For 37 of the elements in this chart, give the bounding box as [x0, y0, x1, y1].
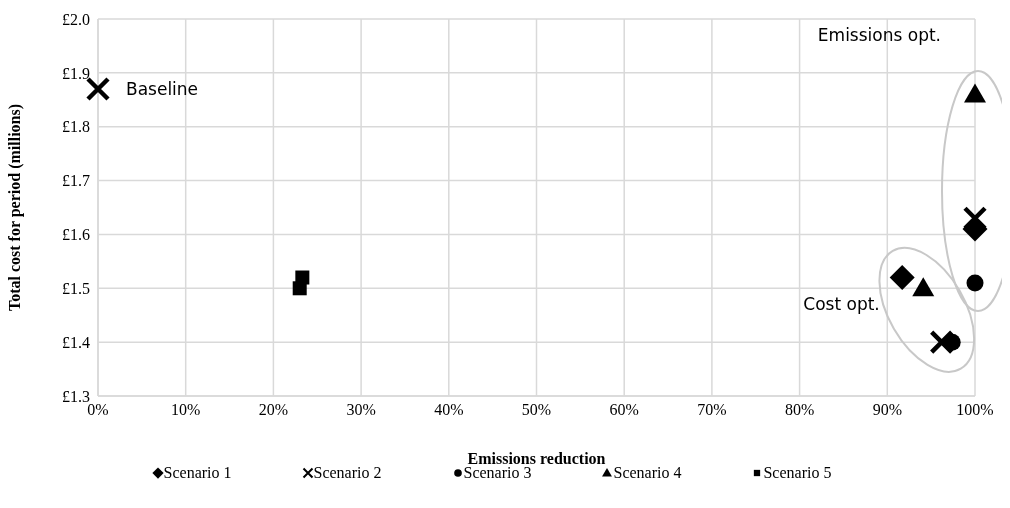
x-tick-label: 40%: [434, 401, 464, 419]
x-tick-label: 10%: [171, 401, 201, 419]
point: [929, 329, 954, 355]
x-tick-label: 60%: [609, 401, 639, 419]
x-tick-label: 0%: [87, 401, 109, 419]
annotation: Cost opt.: [803, 293, 880, 314]
point: [912, 277, 935, 297]
legend-label: Scenario 3: [463, 464, 532, 482]
x-tick-label: 70%: [697, 401, 727, 419]
legend-label: Scenario 4: [613, 464, 682, 482]
y-tick-label: £1.6: [62, 226, 90, 244]
x-tick-label: 100%: [956, 401, 994, 419]
x-tick-label: 90%: [872, 401, 902, 419]
legend-label: Scenario 2: [313, 464, 382, 482]
y-axis-title: Total cost for period (millions): [5, 103, 24, 312]
y-tick-label: £1.4: [62, 333, 90, 351]
point: [962, 206, 988, 231]
y-tick-label: £1.5: [62, 279, 90, 297]
point: [943, 333, 961, 351]
point: [964, 83, 986, 103]
y-tick-label: £1.8: [62, 118, 90, 136]
legend-label: Scenario 1: [163, 464, 232, 482]
annotation: Emissions opt.: [817, 25, 941, 45]
y-tick-label: £2.0: [62, 10, 90, 28]
point: [889, 265, 915, 291]
annotation: Baseline: [126, 79, 199, 100]
x-tick-label: 20%: [258, 401, 289, 419]
x-tick-label: 30%: [346, 401, 376, 419]
point: [292, 281, 307, 296]
x-tick-label: 80%: [784, 401, 815, 419]
point: [966, 274, 984, 292]
legend-label: Scenario 5: [763, 464, 832, 482]
y-tick-label: £1.3: [62, 387, 90, 405]
y-tick-label: £1.9: [62, 64, 90, 82]
x-tick-label: 50%: [521, 401, 552, 419]
y-tick-label: £1.7: [62, 172, 90, 190]
x-axis-title: Emissions reduction: [467, 450, 606, 467]
